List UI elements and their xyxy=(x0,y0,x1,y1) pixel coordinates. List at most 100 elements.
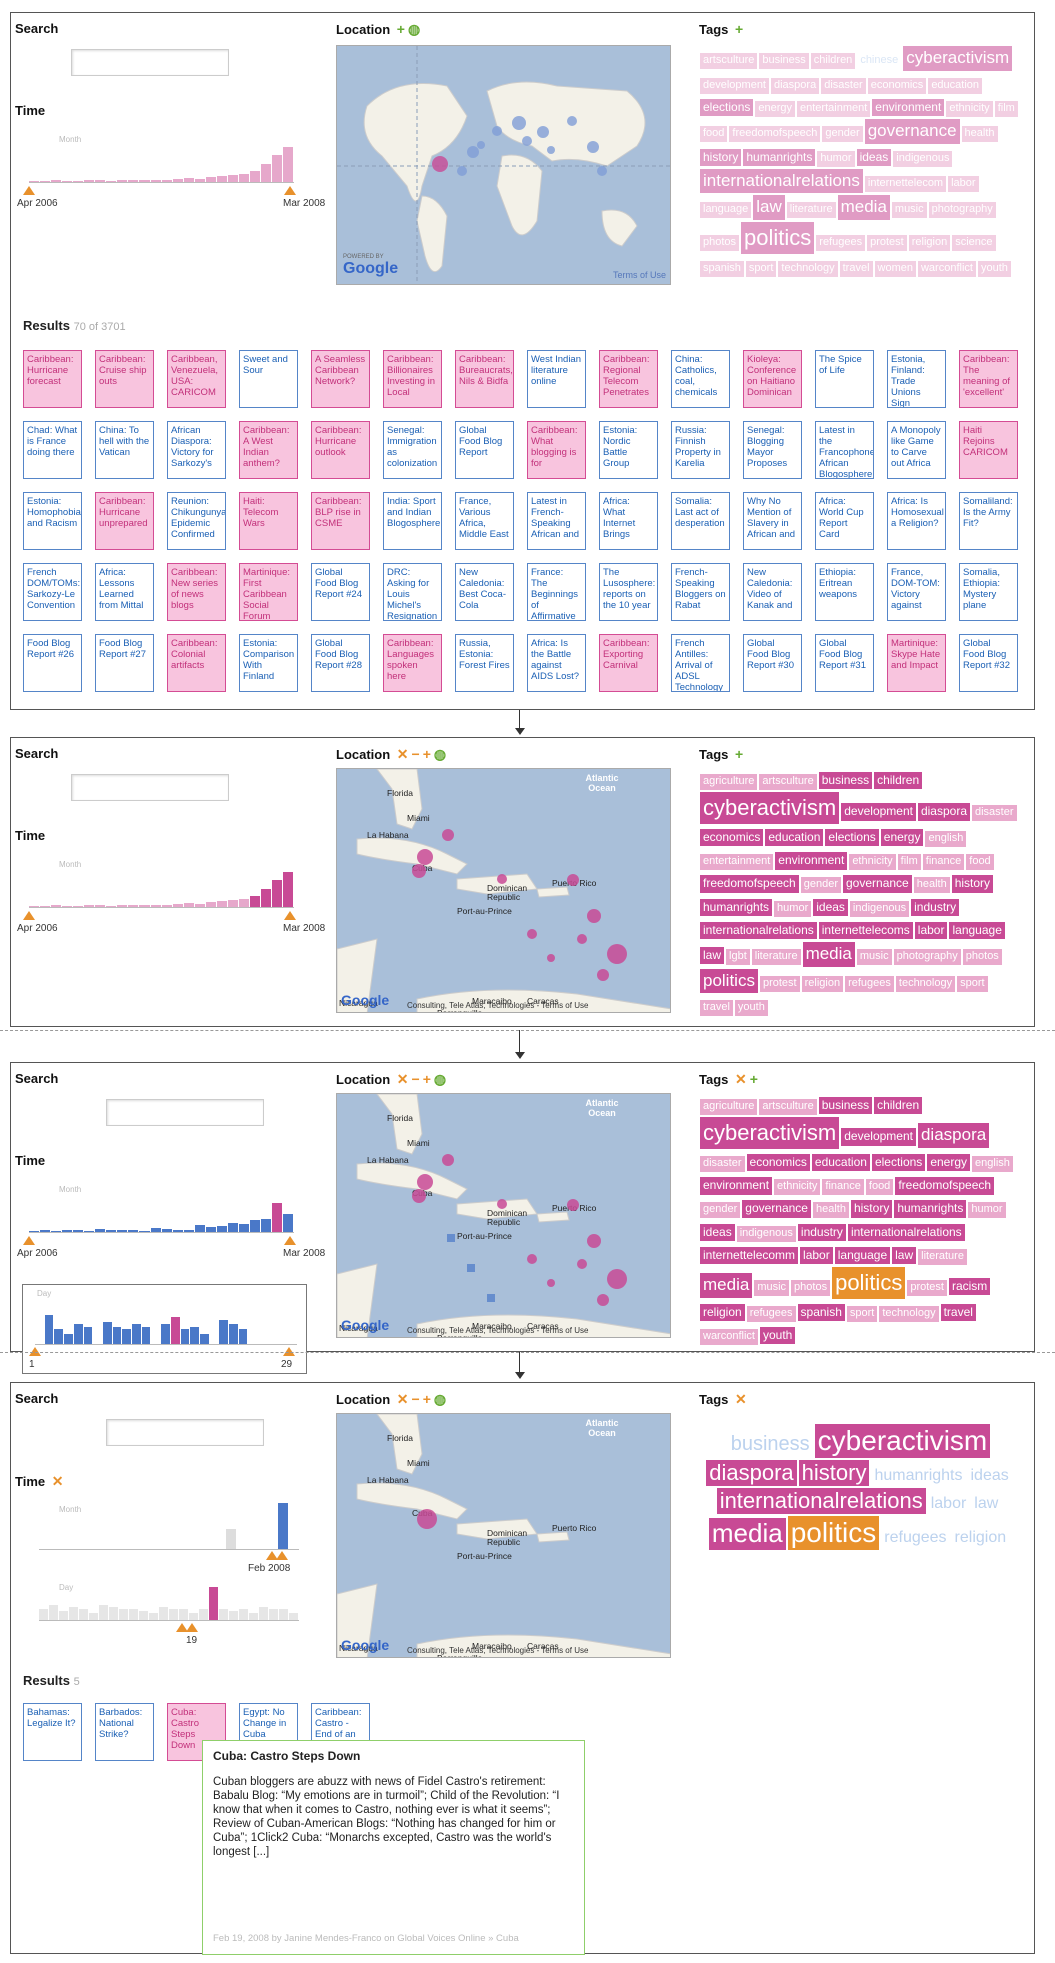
histogram-bar[interactable] xyxy=(161,1229,172,1232)
globe-icon[interactable]: ◍ xyxy=(433,1391,447,1407)
histogram-bar[interactable] xyxy=(183,903,194,907)
tag-item[interactable]: sport xyxy=(957,975,988,992)
map-marker[interactable] xyxy=(442,829,454,841)
result-item[interactable]: Estonia: Homophobia and Racism xyxy=(23,492,82,550)
tag-item[interactable]: internationalrelations xyxy=(847,1223,965,1242)
histogram-bar[interactable] xyxy=(64,1334,73,1344)
map-marker[interactable] xyxy=(442,1154,454,1166)
histogram-bar[interactable] xyxy=(179,1608,188,1620)
tag-item[interactable]: photography xyxy=(928,202,996,219)
histogram-bar[interactable] xyxy=(117,179,128,182)
histogram-bar[interactable] xyxy=(69,1607,78,1620)
result-item[interactable]: Caribbean, Venezuela, USA: CARICOM xyxy=(167,350,226,408)
histogram-bar[interactable] xyxy=(84,1230,95,1232)
result-item[interactable]: A Monopoly like Game to Carve out Africa xyxy=(887,421,946,479)
map-marker[interactable] xyxy=(597,969,609,981)
result-item[interactable]: Global Food Blog Report xyxy=(455,421,514,479)
result-item[interactable]: Caribbean: Colonial artifacts xyxy=(167,634,226,692)
result-item[interactable]: Senegal: Immigration as colonization xyxy=(383,421,442,479)
tag-item[interactable]: industry xyxy=(911,898,960,917)
histogram-bar[interactable] xyxy=(129,1608,138,1620)
map-terms-link[interactable]: Terms of Use xyxy=(612,270,666,280)
clear-location-icon[interactable]: ✕ xyxy=(396,746,409,762)
tag-item[interactable]: governance xyxy=(843,875,912,893)
histogram-bar[interactable] xyxy=(219,1319,229,1344)
map-marker[interactable] xyxy=(527,929,537,939)
histogram-bar[interactable] xyxy=(117,1229,128,1232)
histogram-bar[interactable] xyxy=(229,1324,238,1344)
histogram-bar[interactable] xyxy=(79,1608,88,1620)
tag-item[interactable]: economics xyxy=(867,77,927,94)
result-item[interactable]: Caribbean: Exporting Carnival xyxy=(599,634,658,692)
map-marker[interactable] xyxy=(577,1259,587,1269)
histogram-bar[interactable] xyxy=(139,1230,150,1232)
tag-item[interactable]: elections xyxy=(871,1154,926,1172)
histogram-bar[interactable] xyxy=(99,1605,108,1620)
histogram-bar[interactable] xyxy=(227,899,238,907)
result-item[interactable]: Haiti Rejoins CARICOM xyxy=(959,421,1018,479)
add-tag-icon[interactable]: + xyxy=(735,21,744,37)
histogram-bar[interactable] xyxy=(44,1314,54,1344)
tag-item[interactable]: development xyxy=(700,77,769,94)
tag-item[interactable]: travel xyxy=(700,1000,733,1017)
globe-icon[interactable]: ◍ xyxy=(433,746,447,762)
range-start-handle[interactable] xyxy=(23,186,35,195)
day-histogram[interactable] xyxy=(35,1295,297,1345)
histogram-bar[interactable] xyxy=(39,1608,48,1620)
range-end-handle[interactable] xyxy=(284,911,296,920)
tag-item[interactable]: english xyxy=(972,1156,1013,1173)
tag-item[interactable]: language xyxy=(834,1246,891,1265)
tag-item[interactable]: refugees xyxy=(816,235,866,252)
tag-item[interactable]: ideas xyxy=(970,1466,1009,1484)
histogram-bar[interactable] xyxy=(249,1612,258,1620)
result-item[interactable]: Caribbean: Languages spoken here xyxy=(383,634,442,692)
zoom-out-icon[interactable]: − xyxy=(411,1071,420,1087)
histogram-bar[interactable] xyxy=(205,1227,216,1232)
map-marker[interactable] xyxy=(417,1174,433,1190)
tag-item[interactable]: religion xyxy=(801,975,844,992)
result-item[interactable]: Africa: Is Homosexual a Religion? xyxy=(887,492,946,550)
result-item[interactable]: Latest in French-Speaking African and xyxy=(527,492,586,550)
tag-item[interactable]: elections xyxy=(700,98,754,117)
histogram-bar[interactable] xyxy=(51,905,62,907)
tag-item[interactable]: photography xyxy=(893,949,961,965)
result-item[interactable]: Russia: Finnish Property in Karelia xyxy=(671,421,730,479)
tag-item[interactable]: politics xyxy=(787,1516,880,1550)
tag-item[interactable]: artsculture xyxy=(700,53,758,69)
histogram-bar[interactable] xyxy=(183,178,194,182)
histogram-bar[interactable] xyxy=(249,1220,260,1232)
tag-item[interactable]: religion xyxy=(908,235,951,252)
tag-item[interactable]: industry xyxy=(797,1223,846,1242)
histogram-bar[interactable] xyxy=(239,1608,248,1620)
tag-item[interactable]: business xyxy=(818,772,873,790)
map-marker[interactable] xyxy=(587,909,601,923)
result-item[interactable]: Food Blog Report #27 xyxy=(95,634,154,692)
histogram-bar[interactable] xyxy=(95,180,106,182)
histogram-bar[interactable] xyxy=(40,1230,51,1232)
histogram-bar[interactable] xyxy=(269,1608,278,1620)
tag-item[interactable]: literature xyxy=(751,949,801,965)
histogram-bar[interactable] xyxy=(199,1608,208,1620)
histogram-bar[interactable] xyxy=(40,180,51,182)
result-item[interactable]: China: To hell with the Vatican xyxy=(95,421,154,479)
histogram-bar[interactable] xyxy=(139,1610,148,1620)
histogram-bar[interactable] xyxy=(141,1326,151,1344)
histogram-bar[interactable] xyxy=(62,905,73,907)
histogram-bar[interactable] xyxy=(180,1329,190,1344)
search-input[interactable] xyxy=(106,1419,264,1446)
histogram-bar[interactable] xyxy=(190,1326,199,1344)
tag-item[interactable]: ideas xyxy=(700,1223,735,1242)
zoom-in-icon[interactable]: + xyxy=(422,1071,431,1087)
histogram-bar[interactable] xyxy=(272,1202,283,1232)
tag-item[interactable]: internationalrelations xyxy=(700,921,817,940)
histogram-bar[interactable] xyxy=(249,171,260,182)
tag-item[interactable]: cyberactivism xyxy=(903,46,1013,71)
histogram-bar[interactable] xyxy=(84,180,95,182)
histogram-bar[interactable] xyxy=(73,905,84,907)
zoom-out-icon[interactable]: − xyxy=(411,746,420,762)
map-marker[interactable] xyxy=(607,944,627,964)
tag-item[interactable]: business xyxy=(759,53,809,69)
map-marker[interactable] xyxy=(587,141,599,153)
tag-item[interactable]: media xyxy=(700,1273,753,1298)
